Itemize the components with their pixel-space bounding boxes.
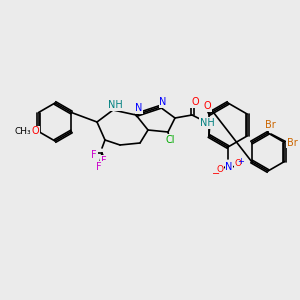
Text: Cl: Cl: [165, 135, 175, 145]
Text: O: O: [32, 127, 39, 136]
Text: −: −: [212, 169, 220, 179]
Text: +: +: [238, 157, 244, 166]
Text: NH: NH: [108, 100, 122, 110]
Text: F: F: [91, 150, 97, 160]
Text: CH₃: CH₃: [14, 127, 31, 136]
Text: N: N: [159, 97, 167, 107]
Text: N: N: [135, 103, 143, 113]
Text: O: O: [235, 160, 242, 169]
Text: O: O: [191, 97, 199, 107]
Text: NH: NH: [200, 118, 214, 128]
Text: N: N: [225, 162, 233, 172]
Text: Br: Br: [287, 137, 298, 148]
Text: F: F: [96, 162, 102, 172]
Text: O: O: [217, 166, 224, 175]
Text: Br: Br: [265, 120, 275, 130]
Text: F: F: [101, 156, 107, 166]
Text: O: O: [203, 101, 211, 111]
